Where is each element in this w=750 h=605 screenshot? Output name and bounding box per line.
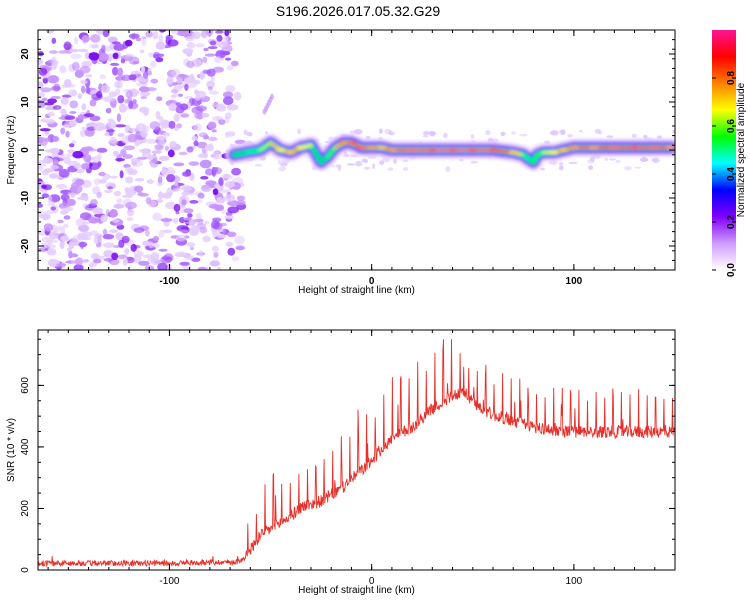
y-axis-label: Frequency (Hz) [6, 116, 17, 185]
y-tick-label: -10 [20, 190, 31, 205]
x-tick-label: -100 [159, 276, 179, 287]
y-tick-label: 10 [20, 96, 31, 108]
colorbar-tick-label: 0.8 [726, 71, 737, 85]
colorbar-tick-label: 0.4 [726, 167, 737, 181]
y-tick-label: 20 [20, 48, 31, 60]
y-tick-label: 200 [20, 500, 31, 517]
colorbar-label: Normalized spectral amplitude [736, 82, 747, 217]
colorbar-tick-label: 0.0 [726, 263, 737, 277]
y-tick-label: 0 [20, 147, 31, 153]
chart-title: S196.2026.017.05.32.G29 [276, 3, 440, 19]
x-tick-label: 0 [369, 576, 375, 587]
snr-series-line [38, 339, 675, 568]
snr-panel: -100 0 100 0 200 400 600 Height of straight lin… [6, 329, 676, 596]
spectral-ridge [225, 133, 675, 171]
x-tick-label: 100 [566, 276, 583, 287]
y-tick-label: -20 [20, 238, 31, 253]
x-axis-label: Height of straight line (km) [298, 285, 415, 296]
x-tick-label: -100 [159, 576, 179, 587]
colorbar-gradient [712, 30, 736, 270]
y-tick-label: 0 [20, 567, 31, 573]
y-tick-label: 600 [20, 377, 31, 394]
x-tick-label: 100 [566, 576, 583, 587]
y-tick-label: 400 [20, 438, 31, 455]
x-axis-label: Height of straight line (km) [298, 585, 415, 596]
y-axis-label: SNR (10 * v/v) [6, 418, 17, 482]
x-tick-label: 0 [369, 276, 375, 287]
colorbar-tick-label: 0.2 [726, 215, 737, 229]
snr-axes: -100 0 100 0 200 400 600 Height of straight lin… [6, 329, 676, 596]
colorbar-tick-label: 0.6 [726, 119, 737, 133]
